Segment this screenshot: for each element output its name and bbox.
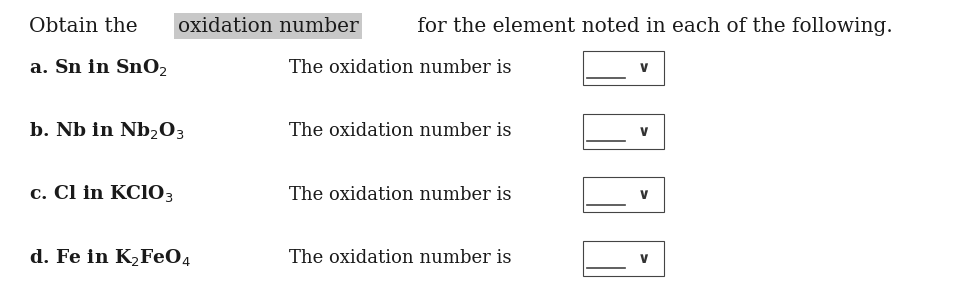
Text: ∨: ∨ — [638, 124, 650, 139]
Bar — [583, 114, 663, 149]
Bar — [583, 50, 663, 85]
Bar — [583, 178, 663, 212]
Bar — [583, 241, 663, 275]
Text: ∨: ∨ — [638, 60, 650, 76]
Text: b. Nb in Nb$_2$O$_3$: b. Nb in Nb$_2$O$_3$ — [29, 121, 185, 142]
Text: oxidation number: oxidation number — [178, 17, 359, 36]
Text: ∨: ∨ — [638, 187, 650, 202]
Text: The oxidation number is: The oxidation number is — [288, 186, 511, 204]
Text: The oxidation number is: The oxidation number is — [288, 59, 511, 77]
Text: for the element noted in each of the following.: for the element noted in each of the fol… — [410, 17, 892, 36]
Text: The oxidation number is: The oxidation number is — [288, 122, 511, 140]
Text: Obtain the: Obtain the — [29, 17, 145, 36]
Text: a. Sn in SnO$_2$: a. Sn in SnO$_2$ — [29, 57, 168, 79]
Text: The oxidation number is: The oxidation number is — [288, 249, 511, 267]
Text: d. Fe in K$_2$FeO$_4$: d. Fe in K$_2$FeO$_4$ — [29, 248, 191, 269]
Text: c. Cl in KClO$_3$: c. Cl in KClO$_3$ — [29, 184, 174, 205]
Text: ∨: ∨ — [638, 251, 650, 266]
